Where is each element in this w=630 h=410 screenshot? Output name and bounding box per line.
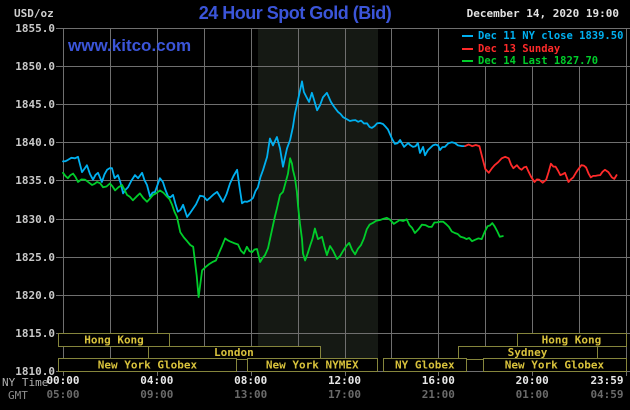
x-axis-label-gmt: 01:00 xyxy=(515,388,549,401)
y-axis-label: 1840.0 xyxy=(15,136,55,150)
y-axis-label: 1815.0 xyxy=(15,326,55,340)
x-axis-name-ny-time: NY Time xyxy=(2,376,49,389)
chart-datetime: December 14, 2020 19:00 xyxy=(466,7,619,20)
x-axis-label-gmt: 13:00 xyxy=(234,388,268,401)
session-label: New York Globex xyxy=(98,359,198,372)
legend-dash-icon xyxy=(462,47,473,50)
nymex-session-band xyxy=(257,28,379,371)
y-axis-label: 1825.0 xyxy=(15,250,55,264)
series-line-dec-13-sunday xyxy=(464,143,618,184)
legend-item: Dec 13 Sunday xyxy=(453,43,626,56)
legend-dash-icon xyxy=(462,60,473,63)
session-box xyxy=(383,358,467,372)
x-axis-name-gmt: GMT xyxy=(8,389,28,402)
legend-item: Dec 14 Last 1827.70 xyxy=(453,55,626,68)
x-axis-label-gmt: 04:59 xyxy=(590,388,624,401)
y-axis-label: 1835.0 xyxy=(15,174,55,188)
x-axis-label-ny: 16:00 xyxy=(421,374,455,387)
session-box xyxy=(58,358,237,372)
legend-item-label: Dec 11 NY close 1839.50 xyxy=(478,30,624,43)
session-label: New York NYMEX xyxy=(266,359,359,372)
y-axis-label: 1820.0 xyxy=(15,288,55,302)
x-axis-label-gmt: 17:00 xyxy=(327,388,362,401)
x-axis-label-ny: 08:00 xyxy=(234,374,268,387)
x-axis-label-ny: 23:59 xyxy=(590,374,624,387)
y-axis-label: 1850.0 xyxy=(15,60,55,74)
session-box xyxy=(483,358,627,372)
session-box xyxy=(58,333,170,347)
y-axis-label: 1855.0 xyxy=(15,22,55,35)
session-label: Sydney xyxy=(508,346,548,359)
x-axis-label-ny: 00:00 xyxy=(46,374,80,387)
kitco-watermark-link[interactable]: www.kitco.com xyxy=(68,36,192,55)
legend-dash-icon xyxy=(462,35,473,38)
x-axis-label-gmt: 05:00 xyxy=(46,388,80,401)
y-axis-label: 1845.0 xyxy=(15,98,55,112)
legend-item-label: Dec 14 Last 1827.70 xyxy=(478,55,599,68)
legend-item: Dec 11 NY close 1839.50 xyxy=(453,30,626,43)
y-axis-label: 1830.0 xyxy=(15,212,55,226)
session-box xyxy=(247,358,378,372)
session-label: Hong Kong xyxy=(84,333,144,346)
session-label: Hong Kong xyxy=(542,333,602,346)
x-axis-label-ny: 12:00 xyxy=(327,374,362,387)
x-axis-label-gmt: 09:00 xyxy=(140,388,174,401)
session-label: New York Globex xyxy=(505,359,605,372)
session-label: NY Globex xyxy=(395,359,455,372)
series-line-dec-14-last xyxy=(62,157,504,299)
x-axis-label-ny: 20:00 xyxy=(515,374,549,387)
y-axis-unit-label: USD/oz xyxy=(14,7,54,20)
session-label: London xyxy=(214,346,254,359)
x-axis-label-gmt: 21:00 xyxy=(421,388,455,401)
y-axis-label: 1810.0 xyxy=(15,365,55,378)
series-line-dec-11-ny-close xyxy=(62,80,467,218)
legend-item-label: Dec 13 Sunday xyxy=(478,42,561,55)
chart-legend: Dec 11 NY close 1839.50 Dec 13 Sunday Dec … xyxy=(453,29,626,68)
chart-title: 24 Hour Spot Gold (Bid) xyxy=(198,3,392,23)
x-axis-label-ny: 04:00 xyxy=(140,374,174,387)
